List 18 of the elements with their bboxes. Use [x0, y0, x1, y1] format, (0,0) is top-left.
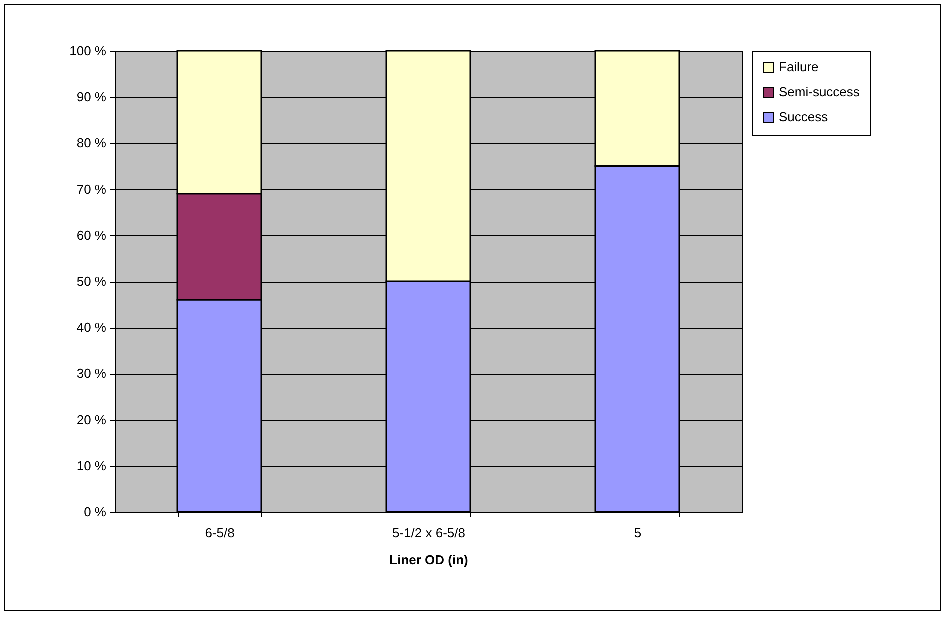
y-tick-label: 20 % — [76, 412, 107, 428]
y-tick-label: 30 % — [76, 366, 107, 382]
y-tick-label: 10 % — [76, 458, 107, 474]
x-tick-label: 5-1/2 x 6-5/8 — [392, 526, 466, 540]
y-tick-label: 0 % — [84, 504, 107, 520]
legend-label: Semi-success — [779, 84, 860, 100]
y-tick-label: 40 % — [76, 320, 107, 336]
y-tick-label: 100 % — [70, 44, 107, 58]
y-tick-label: 90 % — [76, 90, 107, 105]
x-tick-label: 5 — [634, 526, 642, 540]
y-tick-label: 70 % — [76, 182, 107, 197]
y-tick-label: 80 % — [76, 136, 107, 151]
x-tick-label: 6-5/8 — [205, 526, 235, 540]
x-axis-title: Liner OD (in) — [390, 552, 468, 568]
y-tick-label: 60 % — [76, 228, 107, 243]
y-tick-label: 50 % — [76, 274, 107, 289]
legend-label: Failure — [779, 60, 819, 74]
legend-label: Success — [779, 110, 829, 124]
